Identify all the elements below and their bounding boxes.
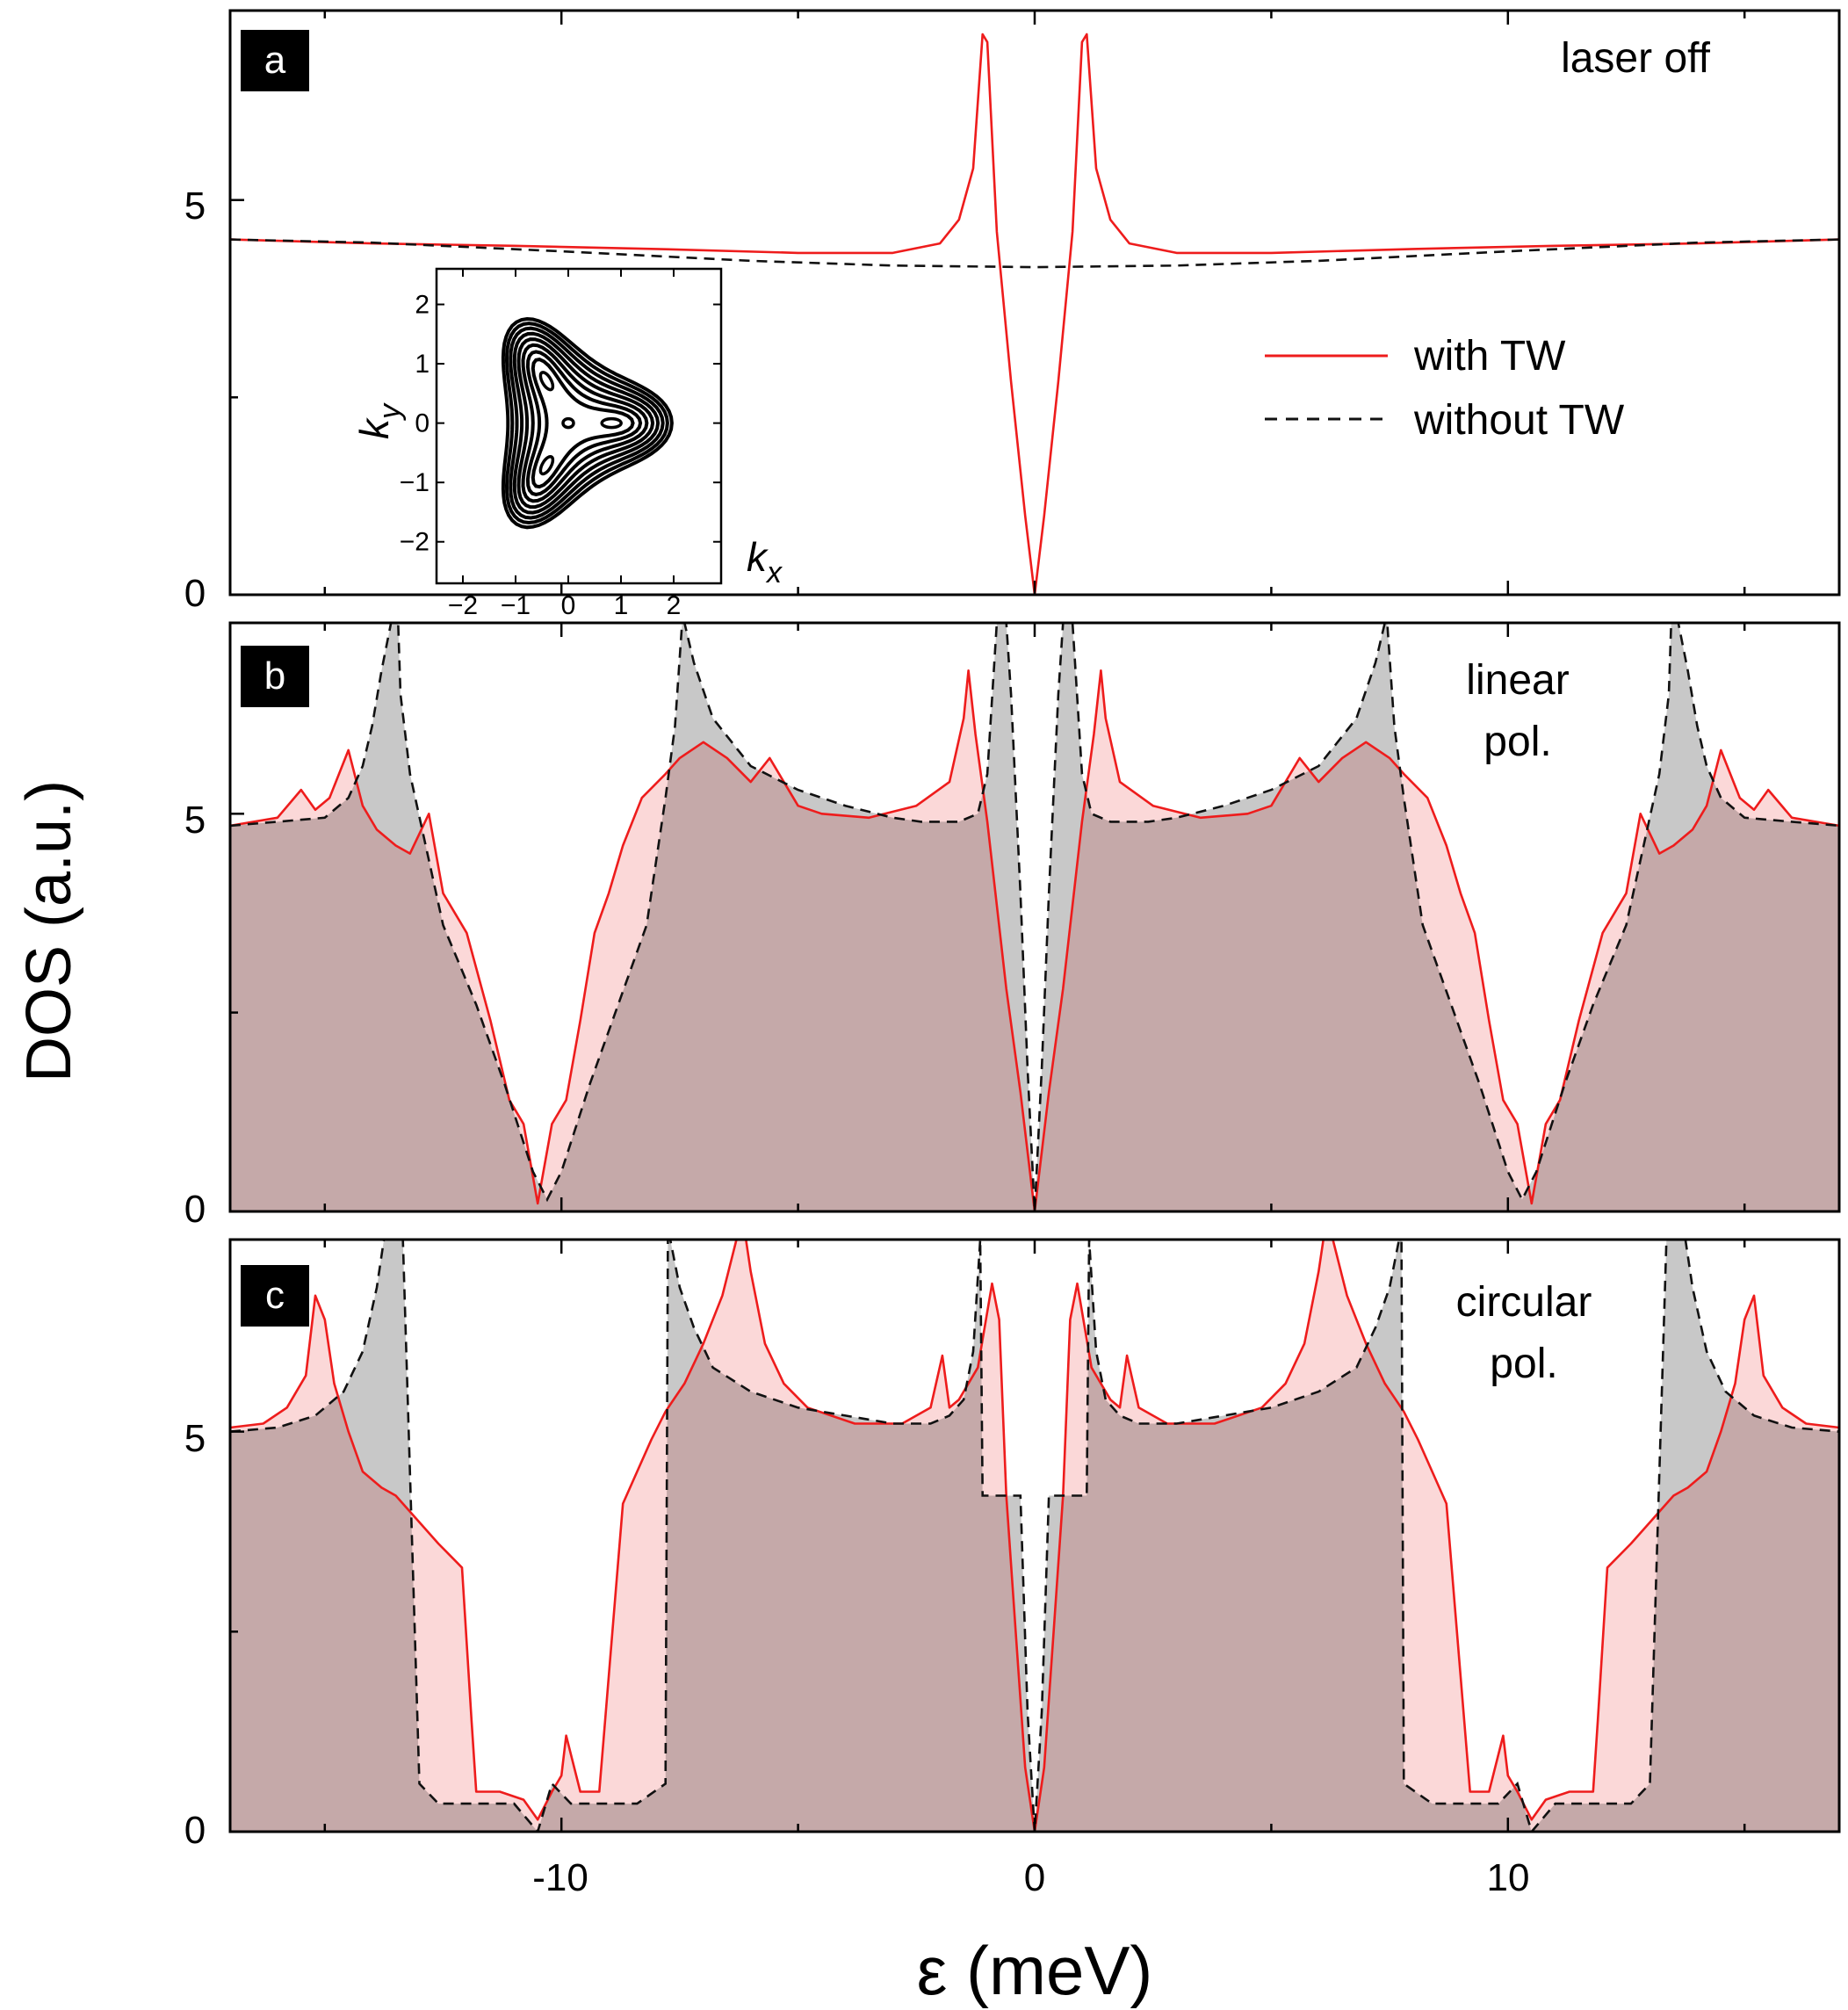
inset-ylabel-sub: y — [373, 402, 407, 421]
inset-xtick-label: 0 — [561, 591, 576, 620]
panel-c: c circular pol. — [228, 1238, 1841, 1833]
inset-contour-pocket — [600, 416, 623, 430]
inset-xlabel-k: k — [747, 534, 769, 580]
inset-xtick-label: 2 — [667, 591, 682, 620]
panel-b-with-tw-area — [230, 670, 1839, 1211]
inset-xtick-label: −2 — [448, 591, 478, 620]
y-tick-labels: 5 0 5 0 5 0 — [184, 184, 206, 1852]
y-axis-label: DOS (a.u.) — [14, 780, 84, 1082]
inset-ytick-label: 1 — [415, 350, 430, 379]
inset-contour-line — [516, 337, 655, 510]
panel-b-badge — [241, 646, 309, 707]
panel-c-ytick-label-0: 0 — [184, 1809, 206, 1852]
inset-contours — [501, 316, 674, 530]
inset-xlabel-sub: x — [765, 556, 783, 589]
panel-a-badge — [241, 30, 309, 91]
panel-a: a laser off with TW without TW −2 −1 0 1 2 2 1… — [228, 9, 1841, 620]
legend-with-tw-label: with TW — [1413, 333, 1566, 380]
panel-a-letter: a — [264, 39, 286, 82]
legend: with TW without TW — [1265, 333, 1625, 444]
inset-background — [437, 269, 721, 583]
panel-c-letter: c — [265, 1274, 285, 1317]
panel-b: b linear pol. — [228, 621, 1841, 1213]
panel-c-ticks — [230, 1240, 1746, 1833]
panel-c-series — [230, 1240, 1839, 1832]
inset-contour-pocket — [538, 371, 555, 392]
inset-contour-line — [521, 343, 649, 503]
inset-ytick-label: −2 — [400, 528, 430, 557]
panel-c-with-tw-area — [230, 1240, 1839, 1832]
inset-contour-pocket — [561, 416, 575, 430]
xtick-label-neg10: -10 — [532, 1856, 588, 1899]
inset-contour-line — [531, 358, 635, 489]
inset-ticks: −2 −1 0 1 2 2 1 0 −1 −2 — [400, 269, 721, 620]
inset-ylabel: ky — [351, 402, 407, 439]
panel-a-ytick-label-5: 5 — [184, 184, 206, 228]
xtick-label-10: 10 — [1487, 1856, 1530, 1899]
panel-a-series — [230, 33, 1839, 595]
panel-b-letter: b — [264, 654, 285, 698]
panel-b-ytick-label-0: 0 — [184, 1188, 206, 1231]
x-tick-labels: -10 0 10 — [532, 1856, 1529, 1899]
inset-xtick-label: −1 — [501, 591, 531, 620]
panel-b-ytick-label-5: 5 — [184, 799, 206, 842]
inset-frame — [435, 267, 723, 585]
panel-a-annotation: laser off — [1561, 35, 1711, 82]
inset-ylabel-k: k — [351, 417, 397, 439]
panel-a-with-tw-line — [230, 33, 1839, 595]
inset-contour-line — [512, 331, 661, 515]
panel-c-ytick-label-5: 5 — [184, 1417, 206, 1460]
panel-b-ticks — [230, 623, 1746, 1213]
inset-ytick-label: 0 — [415, 409, 430, 438]
inset-contour-line — [509, 326, 665, 520]
panel-c-with-tw-line — [230, 1240, 1839, 1832]
panel-b-annotation-line2: pol. — [1483, 719, 1551, 765]
inset-contour-pocket — [538, 455, 555, 476]
panel-c-annotation-line1: circular — [1456, 1279, 1592, 1326]
inset-xlabel: kx — [747, 534, 783, 589]
panel-c-without-tw-line — [230, 1240, 1839, 1832]
xtick-label-0: 0 — [1024, 1856, 1045, 1899]
inset-contour-line — [504, 322, 669, 525]
legend-without-tw-label: without TW — [1413, 397, 1625, 444]
panel-c-annotation-line2: pol. — [1490, 1341, 1557, 1387]
panel-b-series — [230, 623, 1839, 1211]
panel-a-without-tw-line — [230, 238, 1839, 269]
inset-ytick-label: −1 — [400, 468, 430, 497]
panel-b-with-tw-line — [230, 669, 1839, 1211]
inset-contour-line — [501, 316, 674, 530]
inset-contour-line — [525, 350, 643, 496]
panel-c-badge — [241, 1265, 309, 1327]
inset-xtick-label: 1 — [614, 591, 629, 620]
panel-b-annotation-line1: linear — [1466, 657, 1569, 704]
panel-a-ytick-label-0: 0 — [184, 572, 206, 615]
panel-b-without-tw-line — [230, 623, 1839, 1211]
inset-ytick-label: 2 — [415, 291, 430, 320]
x-axis-label: ε (meV) — [917, 1932, 1153, 2009]
